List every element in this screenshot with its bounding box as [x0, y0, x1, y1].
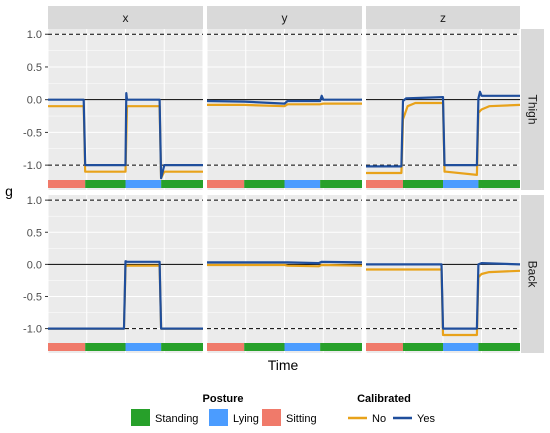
strip-bg-x [48, 6, 203, 29]
posture-bar-lying [284, 180, 321, 188]
legend-label-yes: Yes [417, 413, 435, 425]
legend-label-sitting: Sitting [286, 413, 317, 425]
posture-bar-lying [284, 343, 321, 351]
posture-bar-standing [161, 343, 203, 351]
legend: Posture Calibrated Standing Lying Sitting N… [131, 393, 435, 426]
legend-title-posture: Posture [203, 393, 244, 405]
series-line-yes [366, 90, 520, 168]
series-line-yes [48, 91, 203, 180]
posture-bar-standing [244, 180, 285, 188]
series-line-no [207, 102, 362, 108]
panel-thigh-z [365, 29, 521, 190]
posture-bar-sitting [48, 343, 86, 351]
strip-label-x: x [123, 11, 129, 25]
posture-bar-sitting [366, 180, 403, 188]
legend-label-no: No [372, 413, 386, 425]
y-tick-label: -1.0 [23, 324, 42, 336]
legend-title-calibrated: Calibrated [357, 393, 411, 405]
panel-thigh-x: 1.0 0.5 0.0 -0.5 -1.0 [23, 29, 204, 190]
series-line-yes [207, 260, 363, 265]
posture-bar-standing [402, 343, 443, 351]
series-line-yes [48, 260, 203, 330]
y-tick-label: 0.5 [27, 227, 42, 239]
strip-label-y: y [282, 11, 288, 25]
panel-back-y [206, 195, 363, 353]
y-axis-title: g [5, 183, 13, 199]
strip-bg-back [521, 195, 544, 353]
legend-key-sitting [262, 409, 281, 426]
series-line-no [207, 263, 363, 268]
strip-label-thigh: Thigh [526, 94, 540, 124]
y-tick-label: 0.5 [27, 62, 42, 74]
y-tick-label: -1.0 [23, 160, 42, 172]
posture-bar-standing [402, 180, 443, 188]
posture-bar-standing [85, 180, 126, 188]
strip-label-z: z [440, 11, 446, 25]
series-line-yes [366, 262, 521, 330]
posture-bar-lying [125, 343, 162, 351]
y-tick-label: 0.0 [27, 259, 42, 271]
posture-bar-lying [443, 343, 479, 351]
facet-panels: x y z Thigh Back 1.0 0.5 0.0 -0.5 -1.0 1.0 0.5 0.0 -0… [23, 6, 544, 353]
legend-items: Standing Lying Sitting No Yes [131, 409, 435, 426]
panel-back-z [365, 195, 521, 353]
posture-bar-sitting [207, 180, 245, 188]
panel-thigh-y [206, 29, 363, 190]
legend-key-lying [209, 409, 228, 426]
posture-bar-sitting [207, 343, 245, 351]
y-tick-label: 1.0 [27, 195, 42, 207]
x-axis-title: Time [268, 357, 299, 373]
posture-bar-lying [443, 180, 479, 188]
y-tick-label: 0.0 [27, 95, 42, 107]
posture-bar-standing [85, 343, 126, 351]
y-tick-label: 1.0 [27, 29, 42, 41]
legend-label-standing: Standing [155, 413, 198, 425]
posture-bar-standing [320, 180, 362, 188]
posture-bar-sitting [366, 343, 403, 351]
posture-bar-sitting [48, 180, 86, 188]
strip-bg-y [207, 6, 362, 29]
series-line-yes [206, 94, 362, 105]
posture-bar-standing [244, 343, 285, 351]
y-tick-label: -0.5 [23, 127, 42, 139]
strip-label-back: Back [526, 261, 540, 289]
legend-label-lying: Lying [233, 413, 259, 425]
strip-bg-thigh [521, 29, 544, 190]
strip-bg-z [366, 6, 520, 29]
legend-key-standing [131, 409, 150, 426]
panel-back-x: 1.0 0.5 0.0 -0.5 -1.0 [23, 195, 204, 353]
posture-bar-standing [478, 180, 520, 188]
posture-bar-standing [478, 343, 520, 351]
posture-bar-standing [320, 343, 362, 351]
posture-bar-standing [161, 180, 203, 188]
posture-bar-lying [125, 180, 162, 188]
y-tick-label: -0.5 [23, 291, 42, 303]
